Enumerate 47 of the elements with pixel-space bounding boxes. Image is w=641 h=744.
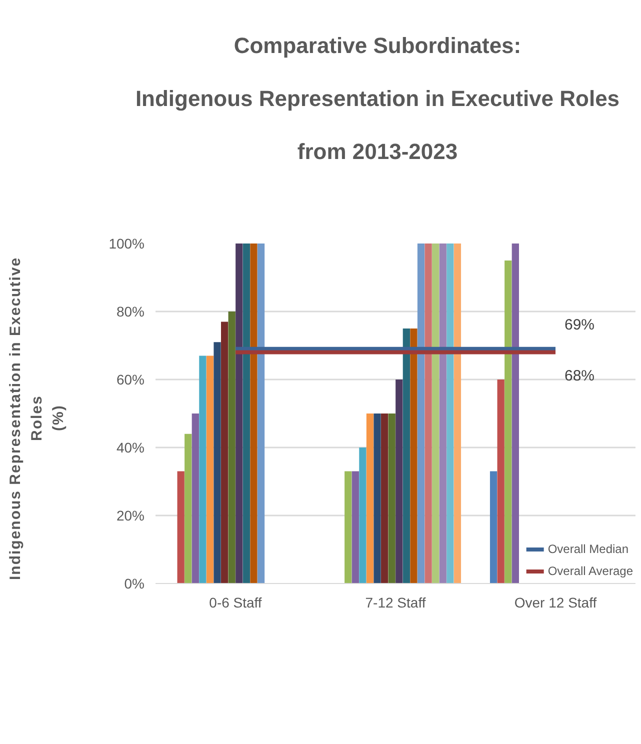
bar [214, 342, 221, 584]
bar [432, 244, 440, 584]
bar [439, 244, 446, 584]
legend-label: Overall Average [548, 564, 633, 578]
data-label: 68% [564, 368, 595, 385]
bar [417, 244, 425, 584]
bar [177, 471, 184, 584]
bar [388, 414, 396, 584]
bar [250, 244, 258, 584]
bar [410, 328, 418, 584]
bar [374, 414, 381, 584]
chart-title: Comparative Subordinates: Indigenous Representation in Executive Roles from 2013-2023 [135, 33, 620, 164]
y-tick-label: 100% [108, 236, 145, 252]
y-tick-label: 40% [116, 440, 145, 456]
legend-label: Overall Median [548, 542, 629, 556]
y-tick-label: 0% [124, 576, 144, 592]
bar [184, 434, 192, 584]
bar [192, 414, 199, 584]
bar [352, 471, 359, 584]
y-tick-label: 80% [116, 304, 145, 320]
y-tick-label: 60% [116, 372, 145, 388]
bar [512, 244, 519, 584]
bar [424, 244, 432, 584]
bar [504, 260, 512, 584]
bar [454, 244, 462, 584]
bar [206, 356, 214, 584]
data-label: 69% [564, 316, 595, 334]
bar [380, 414, 388, 584]
bar [228, 312, 236, 584]
bar [490, 471, 498, 584]
x-tick-label: Over 12 Staff [514, 594, 597, 610]
bar [359, 448, 366, 584]
bar [402, 328, 410, 584]
bar [236, 244, 243, 584]
bar [446, 244, 454, 584]
bar [199, 356, 206, 584]
bar [242, 244, 250, 584]
bar [497, 380, 504, 584]
bar [344, 471, 352, 584]
bar [396, 380, 403, 584]
x-tick-label: 7-12 Staff [365, 594, 426, 610]
y-axis-title: Indigenous Representation in Executive Roles (%) [6, 256, 68, 580]
bar [220, 322, 228, 584]
x-tick-label: 0-6 Staff [209, 594, 262, 610]
bar [257, 244, 265, 584]
bar [366, 414, 374, 584]
y-tick-label: 20% [116, 508, 145, 524]
